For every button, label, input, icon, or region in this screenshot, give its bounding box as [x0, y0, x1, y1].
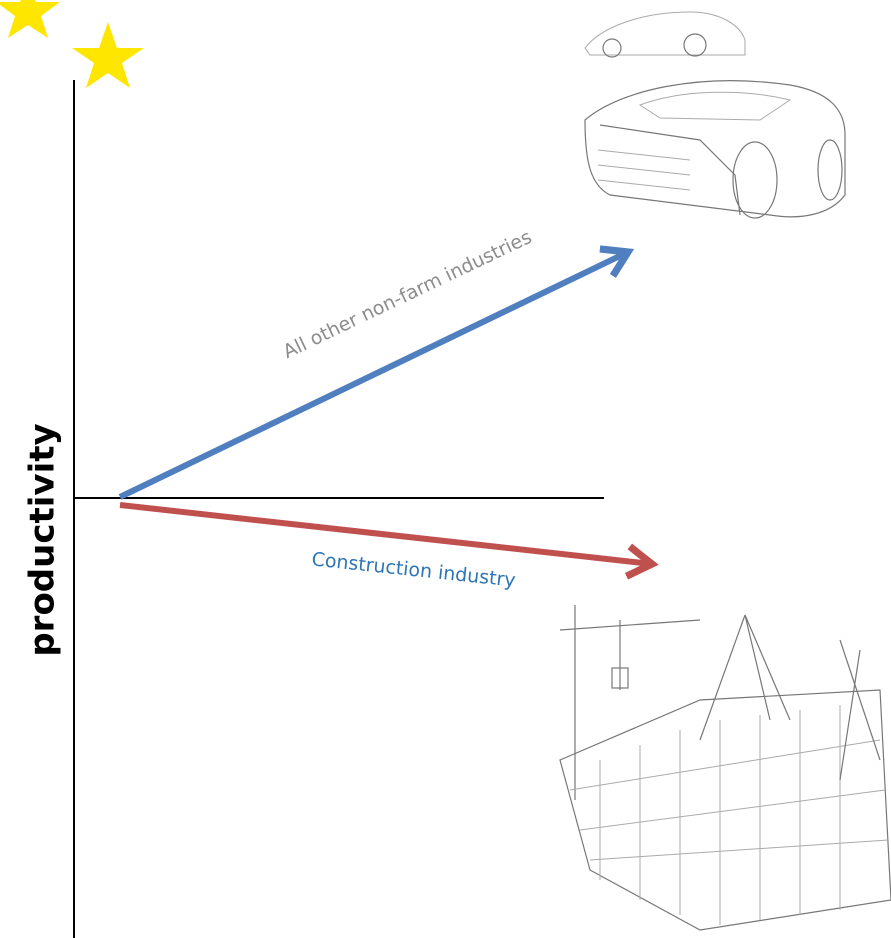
diagram: productivity All other non-farm industri… — [0, 0, 891, 938]
stars — [0, 0, 144, 88]
arrow-up — [120, 252, 628, 497]
construction-sketch — [560, 605, 891, 930]
arrow-label: Construction industry — [311, 548, 517, 591]
axis-label: productivity — [23, 423, 63, 656]
arrow-label: All other non-farm industries — [280, 226, 536, 363]
page: productivity All other non-farm industri… — [0, 0, 891, 938]
car-sketch — [585, 12, 845, 218]
